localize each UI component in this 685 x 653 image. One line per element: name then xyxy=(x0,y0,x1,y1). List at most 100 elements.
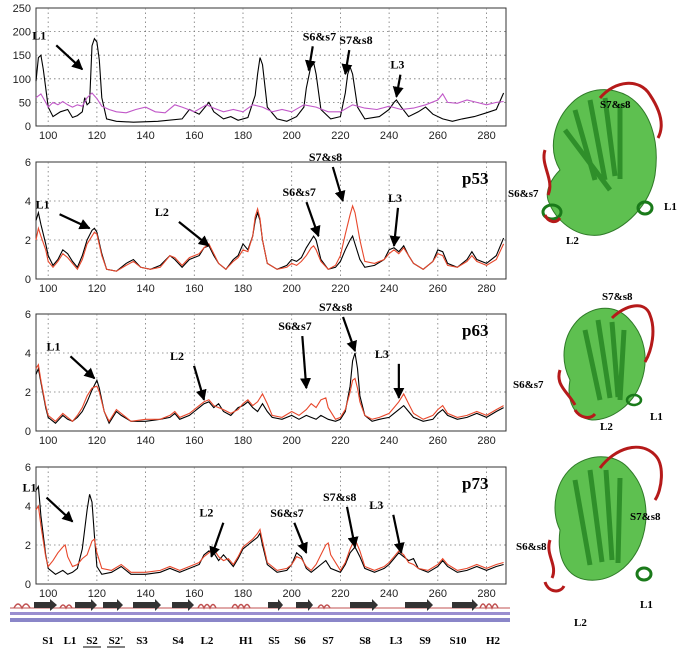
annotation-arrow xyxy=(331,166,346,203)
y-tick-label: 250 xyxy=(13,3,31,15)
annotation-arrow xyxy=(55,44,84,71)
annotation-label: S6&s7 xyxy=(278,319,311,333)
x-tick-label: 220 xyxy=(331,588,349,600)
annotation-arrow xyxy=(389,207,401,247)
x-tick-label: 100 xyxy=(39,435,57,447)
ss-label: S6 xyxy=(294,635,306,647)
annotation-label: S7&s8 xyxy=(309,150,342,164)
x-tick-label: 220 xyxy=(331,130,349,142)
strand-arrow xyxy=(172,599,194,611)
x-tick-label: 140 xyxy=(136,283,154,295)
annotation-label: L1 xyxy=(23,481,37,495)
annotation-label: L1 xyxy=(32,28,46,42)
annotation-label: S7&s8 xyxy=(319,300,352,314)
x-tick-label: 240 xyxy=(380,130,398,142)
x-tick-label: 100 xyxy=(39,283,57,295)
x-tick-label: 280 xyxy=(477,588,495,600)
plot-frame xyxy=(35,7,507,127)
annotation-label: S7&s8 xyxy=(323,490,356,504)
strand-arrow xyxy=(268,599,283,611)
y-tick-label: 0 xyxy=(25,426,31,438)
annotation-label: L1 xyxy=(46,339,60,353)
annotation-arrow xyxy=(69,355,96,380)
y-tick-label: 6 xyxy=(25,462,31,474)
structure-p63 xyxy=(557,304,655,421)
annotation-arrow xyxy=(304,46,316,72)
y-tick-label: 2 xyxy=(25,387,31,399)
x-tick-label: 180 xyxy=(234,588,252,600)
y-tick-label: 2 xyxy=(25,540,31,552)
y-tick-label: 0 xyxy=(25,274,31,286)
ss-label: S8 xyxy=(359,635,371,647)
series-line-black xyxy=(35,352,504,425)
y-tick-label: 4 xyxy=(25,196,31,208)
y-tick-label: 6 xyxy=(25,157,31,169)
structure-top xyxy=(541,81,663,236)
x-tick-label: 240 xyxy=(380,283,398,295)
struct-p73-l2: L2 xyxy=(574,617,587,629)
ss-label: S2' xyxy=(109,635,124,647)
y-tick-label: 6 xyxy=(25,309,31,321)
annotation-arrow xyxy=(59,213,91,230)
annotation-label: L2 xyxy=(170,349,184,363)
x-tick-label: 200 xyxy=(283,435,301,447)
x-tick-label: 280 xyxy=(477,435,495,447)
struct-p63-l2: L2 xyxy=(600,421,613,433)
x-tick-label: 120 xyxy=(88,588,106,600)
struct-p73-s7s8: S7&s8 xyxy=(630,511,661,523)
ss-label: S9 xyxy=(419,635,431,647)
x-tick-label: 260 xyxy=(429,130,447,142)
x-tick-label: 240 xyxy=(380,588,398,600)
x-tick-label: 220 xyxy=(331,435,349,447)
y-tick-label: 2 xyxy=(25,235,31,247)
x-tick-label: 180 xyxy=(234,435,252,447)
ss-label: S1 xyxy=(42,635,54,647)
panel-p63: 100 120 140 160 180 200 220 240 260 280 0 2 4 6 L1 L2 S6… xyxy=(25,300,507,447)
ss-label: L1 xyxy=(64,635,77,647)
struct-top-l2: L2 xyxy=(566,235,579,247)
panel-p73: 100 120 140 160 180 200 220 240 260 280 0 2 4 6 L1 L2 S6… xyxy=(23,462,507,600)
y-tick-label: 0 xyxy=(25,121,31,133)
x-tick-label: 140 xyxy=(136,588,154,600)
ss-label: S10 xyxy=(449,635,467,647)
struct-top-s7s8: S7&s8 xyxy=(600,99,631,111)
annotation-label: L2 xyxy=(155,205,169,219)
series-line-magenta xyxy=(35,92,504,114)
ss-label: L2 xyxy=(201,635,214,647)
ss-label: H2 xyxy=(486,635,501,647)
x-tick-label: 160 xyxy=(185,435,203,447)
strand-arrow xyxy=(75,599,97,611)
x-tick-label: 100 xyxy=(39,130,57,142)
plot-frame xyxy=(35,466,507,585)
secondary-structure-bar: S1 L1 S2 S2' S3 S4 L2 H1 S5 S6 S7 S8 L3 S9 S10 H2 xyxy=(10,599,510,648)
strand-arrow xyxy=(350,599,378,611)
struct-p73-s6s8: S6&s8 xyxy=(516,541,547,553)
x-tick-label: 140 xyxy=(136,130,154,142)
x-tick-label: 200 xyxy=(283,588,301,600)
x-tick-label: 280 xyxy=(477,130,495,142)
ss-label: L3 xyxy=(390,635,403,647)
x-tick-label: 120 xyxy=(88,130,106,142)
annotation-arrow xyxy=(293,522,308,554)
x-tick-label: 180 xyxy=(234,283,252,295)
structure-p73 xyxy=(543,445,663,593)
ss-label: S2 xyxy=(86,635,98,647)
ss-label: H1 xyxy=(239,635,253,647)
x-tick-label: 260 xyxy=(429,435,447,447)
y-tick-label: 100 xyxy=(13,74,31,86)
x-tick-label: 160 xyxy=(185,588,203,600)
x-tick-label: 140 xyxy=(136,435,154,447)
x-tick-label: 200 xyxy=(283,283,301,295)
annotation-label: S6&s7 xyxy=(282,185,315,199)
y-tick-label: 150 xyxy=(13,50,31,62)
protein-label: p63 xyxy=(462,321,488,340)
panel-top: 100 120 140 160 180 200 220 240 260 280 0 50 100 150 2… xyxy=(13,3,507,142)
annotation-label: L3 xyxy=(390,58,404,72)
annotation-arrow xyxy=(305,201,321,238)
annotation-arrow xyxy=(341,49,353,76)
annotation-label: S7&s8 xyxy=(339,33,372,47)
y-tick-label: 50 xyxy=(19,97,31,109)
x-tick-label: 120 xyxy=(88,435,106,447)
x-tick-label: 160 xyxy=(185,130,203,142)
strand-arrow xyxy=(405,599,433,611)
